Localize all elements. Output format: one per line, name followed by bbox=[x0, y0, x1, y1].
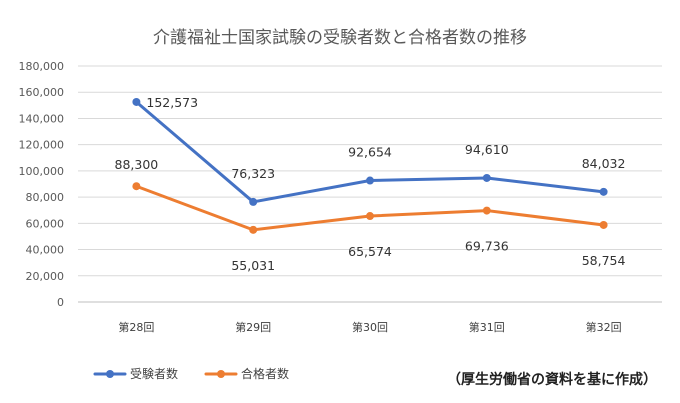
data-point bbox=[249, 225, 258, 234]
data-point bbox=[599, 187, 608, 196]
y-axis-tick-labels: 0 20,000 40,000 60,000 80,000 100,000 120,000 1… bbox=[19, 60, 65, 309]
y-tick-label: 140,000 bbox=[19, 112, 65, 125]
series bbox=[132, 97, 608, 234]
y-tick-label: 100,000 bbox=[19, 165, 65, 178]
data-label: 152,573 bbox=[146, 95, 198, 110]
legend-label: 受験者数 bbox=[130, 366, 178, 381]
data-point bbox=[366, 176, 374, 185]
source-note: （厚生労働省の資料を基に作成） bbox=[447, 371, 657, 388]
data-label: 76,323 bbox=[231, 166, 275, 181]
data-point bbox=[249, 197, 258, 206]
y-tick-label: 180,000 bbox=[19, 60, 65, 73]
x-tick-label: 第30回 bbox=[352, 320, 388, 334]
chart-title: 介護福祉士国家試験の受験者数と合格者数の推移 bbox=[153, 28, 527, 48]
x-tick-label: 第32回 bbox=[586, 320, 622, 334]
data-point bbox=[482, 173, 491, 182]
y-tick-label: 160,000 bbox=[19, 86, 65, 99]
x-tick-label: 第29回 bbox=[235, 320, 271, 334]
x-axis-tick-labels: 第28回 第29回 第30回 第31回 第32回 bbox=[118, 320, 621, 334]
data-point bbox=[599, 220, 608, 229]
y-tick-label: 20,000 bbox=[26, 270, 65, 283]
legend-label: 合格者数 bbox=[241, 366, 289, 381]
data-point bbox=[132, 182, 141, 191]
data-label: 65,574 bbox=[348, 244, 392, 259]
data-label: 58,754 bbox=[582, 253, 626, 268]
x-tick-label: 第28回 bbox=[118, 320, 154, 334]
data-point bbox=[482, 206, 491, 215]
y-tick-label: 120,000 bbox=[19, 139, 65, 152]
data-point bbox=[366, 212, 374, 221]
data-label: 92,654 bbox=[348, 145, 392, 160]
data-label: 55,031 bbox=[231, 258, 275, 273]
data-label: 69,736 bbox=[465, 239, 509, 254]
data-labels: 152,573 76,323 92,654 94,610 84,032 88,300 55,… bbox=[115, 95, 626, 273]
data-point bbox=[132, 97, 141, 106]
data-label: 94,610 bbox=[465, 142, 509, 157]
legend-swatch-marker bbox=[106, 370, 114, 378]
legend: 受験者数 合格者数 bbox=[93, 366, 289, 381]
legend-swatch-marker bbox=[217, 370, 225, 378]
data-label: 88,300 bbox=[115, 157, 159, 172]
y-tick-label: 60,000 bbox=[26, 217, 65, 230]
x-tick-label: 第31回 bbox=[469, 320, 505, 334]
data-label: 84,032 bbox=[582, 156, 626, 171]
gridlines bbox=[78, 65, 662, 303]
y-tick-label: 0 bbox=[57, 296, 64, 309]
y-tick-label: 40,000 bbox=[26, 244, 65, 257]
y-tick-label: 80,000 bbox=[26, 191, 65, 204]
